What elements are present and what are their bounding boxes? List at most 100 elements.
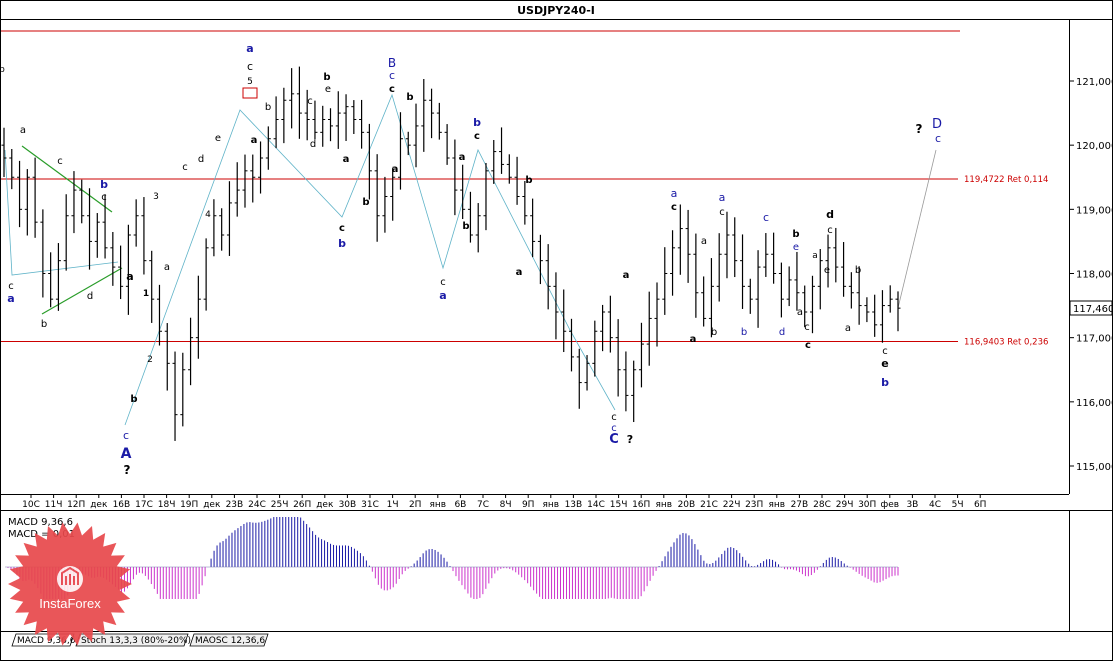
time-tick-label: 14С: [587, 500, 605, 510]
wave-label: b: [338, 237, 346, 250]
time-tick-label: 27В: [791, 500, 809, 510]
wave-label: 3: [153, 192, 159, 202]
time-tick-label: 3В: [906, 500, 918, 510]
wave-label: b: [41, 319, 47, 330]
wave-label: b: [792, 229, 799, 240]
wave-label: a: [845, 323, 851, 334]
wave-label: a: [7, 292, 14, 305]
wave-label: d: [310, 139, 316, 150]
time-tick-label: 8Ч: [500, 500, 512, 510]
macd-title: MACD 9,36,6: [8, 517, 73, 528]
wave-label: c: [389, 84, 395, 95]
wave-label: b: [130, 394, 137, 405]
wave-label: 4: [205, 210, 211, 220]
wave-label: e: [215, 133, 221, 144]
time-tick-label: 29Ч: [836, 500, 854, 510]
wave-label: b: [855, 265, 861, 276]
indicator-tab-label: MAOSC 12,36,6: [195, 636, 265, 646]
wave-label: a: [459, 152, 466, 163]
macd-value: MACD = 0,01: [8, 529, 75, 540]
wave-label: c: [804, 322, 810, 333]
wave-label: a: [343, 154, 350, 165]
price-bars: [1, 66, 901, 441]
indicator-tabs: MACD 9,36,6 Stoch 13,3,3 (80%-20%) MAOSC 1…: [11, 633, 269, 647]
wave-label: c: [611, 412, 617, 423]
price-tick-label: 120,000: [1076, 141, 1113, 152]
time-tick-label: фев: [881, 500, 900, 510]
wave-label: c: [307, 96, 313, 107]
wave-label: b: [100, 178, 108, 191]
time-tick-label: 17С: [135, 500, 153, 510]
time-tick-label: 6П: [974, 500, 987, 510]
wave-label: c: [101, 192, 107, 203]
indicator-tab-label: Stoch 13,3,3 (80%-20%): [81, 636, 191, 646]
wave-label: a: [701, 236, 707, 247]
wave-label: a: [623, 270, 630, 281]
wave-label: b: [462, 221, 469, 232]
time-tick-label: 9П: [522, 500, 535, 510]
level-label: 119,4722 Ret 0,114: [964, 175, 1048, 185]
wave-label: b: [0, 65, 5, 75]
wave-label: c: [805, 340, 811, 351]
wave-label: 5: [247, 77, 253, 87]
time-tick-label: янв: [429, 500, 446, 510]
time-tick-label: 26П: [293, 500, 311, 510]
time-tick-label: 10С: [22, 500, 40, 510]
wave-label: a: [251, 135, 258, 146]
time-tick-label: 23В: [226, 500, 244, 510]
time-tick-label: 28С: [813, 500, 831, 510]
wave-label: b: [323, 72, 330, 83]
wave-label: c: [8, 281, 14, 292]
wave-label: a: [719, 191, 726, 204]
instaforex-logo: InstaForex: [8, 522, 132, 646]
wave-label: b: [525, 175, 532, 186]
wave-label: a: [246, 42, 253, 55]
time-tick-label: 16В: [113, 500, 131, 510]
wave-label: 2: [147, 355, 153, 365]
time-tick-label: 16П: [632, 500, 650, 510]
wave-label: c: [474, 131, 480, 142]
price-tick-label: 116,000: [1076, 398, 1113, 409]
wave-label: a: [20, 125, 26, 136]
level-label: 116,9403 Ret 0,236: [964, 337, 1048, 347]
wave-label: A: [121, 446, 132, 462]
wave-label: c: [611, 423, 617, 434]
title-bar: [1, 1, 1112, 19]
wave-guide-lines: [4, 87, 937, 426]
indicator-tab: [189, 633, 269, 647]
wave-label: ?: [627, 433, 633, 446]
wave-label: c: [671, 202, 677, 213]
wave-label: 1: [143, 289, 149, 299]
indicator-tab-label: MACD 9,36,6: [17, 636, 76, 646]
price-tick-labels: 121,000 120,000 119,000 118,000 117,000 116,0…: [1069, 77, 1113, 473]
wave-label: d: [198, 154, 204, 165]
price-tick-label: 121,000: [1076, 77, 1113, 88]
time-tick-label: дек: [203, 500, 221, 510]
wave-label: c: [182, 162, 188, 173]
wave-label: a: [516, 267, 523, 278]
time-tick-label: 7С: [477, 500, 489, 510]
time-tick-label: 30В: [339, 500, 357, 510]
wave-label: e: [325, 84, 331, 95]
time-tick-label: 11Ч: [45, 500, 63, 510]
wave-label: a: [690, 334, 697, 345]
time-tick-label: 24С: [248, 500, 266, 510]
time-tick-label: 31С: [361, 500, 379, 510]
price-tick-label: 117,000: [1076, 334, 1113, 345]
wave-label: d: [826, 208, 834, 221]
time-tick-label: янв: [655, 500, 672, 510]
wave-label: e: [793, 242, 799, 253]
wave-label: a: [671, 187, 678, 200]
time-tick-label: дек: [316, 500, 334, 510]
time-tick-label: 23П: [745, 500, 763, 510]
wave-label: c: [440, 277, 446, 288]
time-tick-label: 2П: [409, 500, 422, 510]
wave-label: a: [797, 307, 803, 318]
time-tick-label: 6В: [454, 500, 466, 510]
wave-label: c: [719, 207, 725, 218]
time-tick-label: 4С: [929, 500, 941, 510]
wave-label: c: [389, 69, 395, 82]
wave-label: a: [439, 289, 446, 302]
wave-label: c: [123, 429, 129, 442]
